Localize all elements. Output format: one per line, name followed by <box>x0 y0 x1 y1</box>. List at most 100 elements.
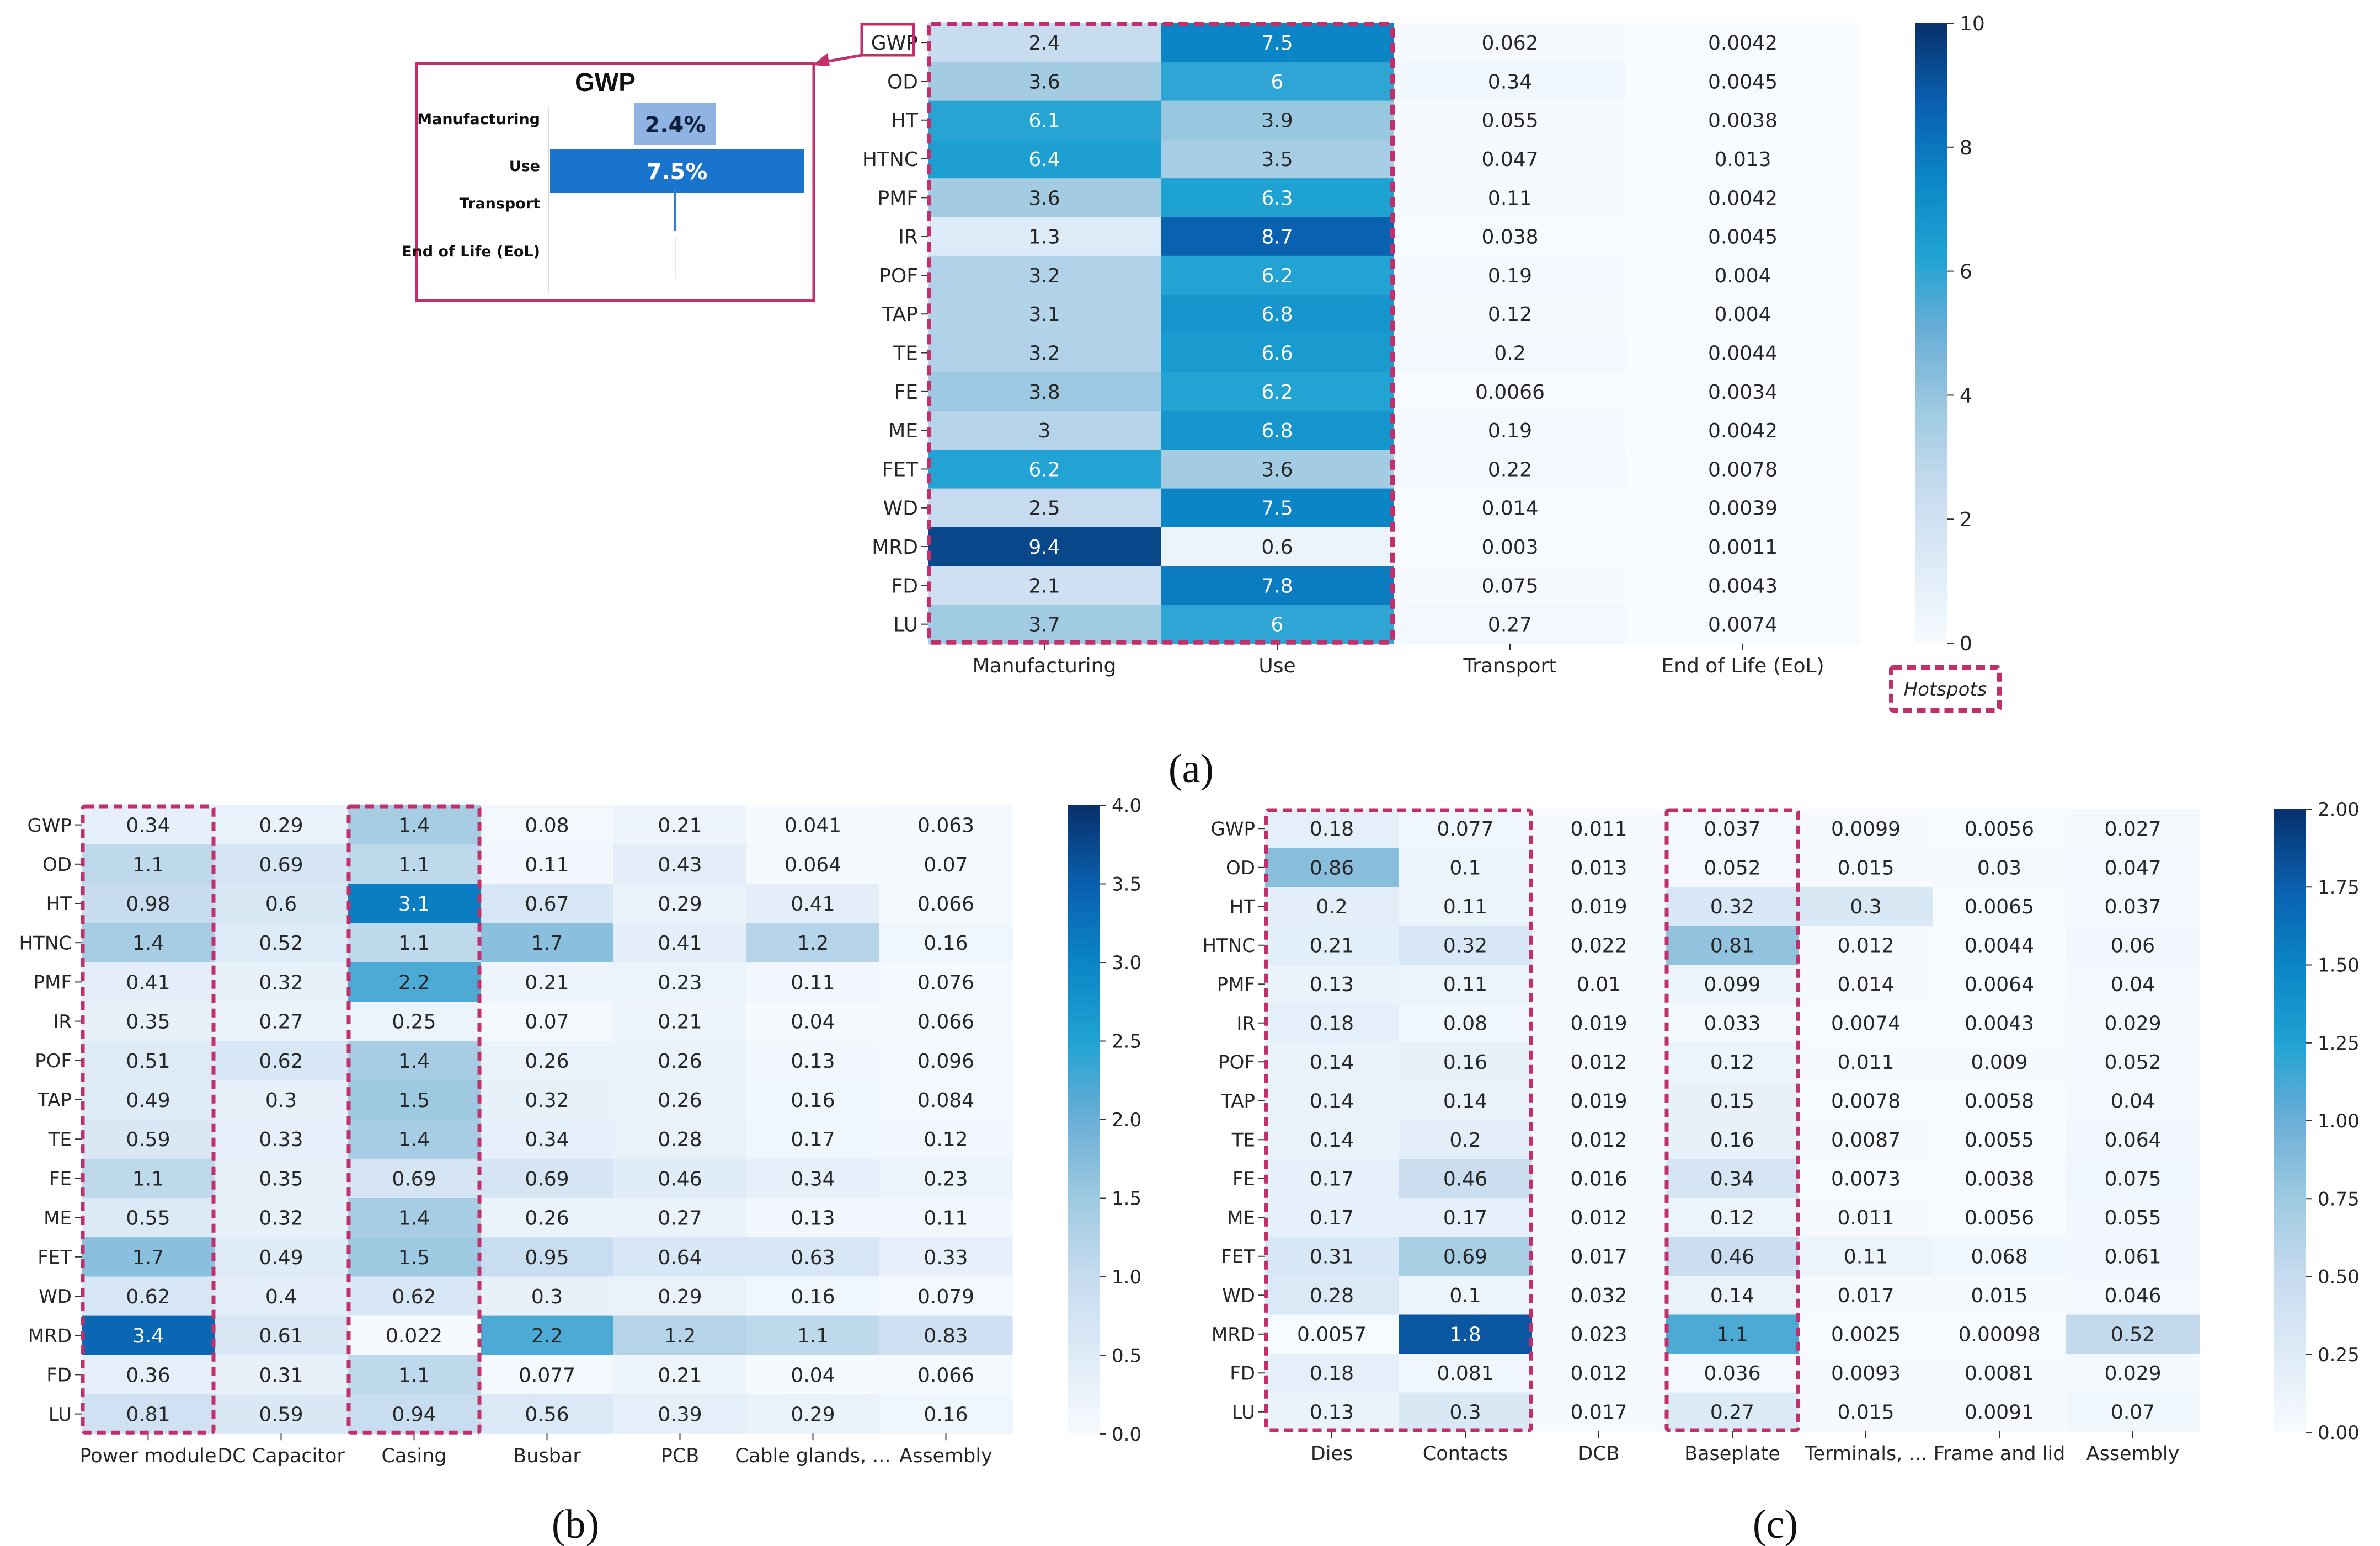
cell-value-label: 0.0093 <box>1831 1362 1901 1385</box>
colorbar-tick-label: 8 <box>1960 137 1972 159</box>
heatmap-cell <box>613 1315 747 1356</box>
cell-value-label: 0.038 <box>1481 226 1538 249</box>
cell-value-label: 0.26 <box>658 1050 702 1073</box>
heatmap-cell <box>928 100 1161 140</box>
cell-value-label: 1.1 <box>1716 1324 1748 1346</box>
cell-value-label: 0.075 <box>2104 1168 2161 1191</box>
cell-value-label: 0.27 <box>658 1207 702 1230</box>
colorbar-tick-label: 0 <box>1960 633 1972 655</box>
cell-value-label: 0.011 <box>1837 1207 1894 1229</box>
heatmap-cell <box>1265 1120 1399 1160</box>
heatmap-cell <box>215 1002 348 1041</box>
heatmap-cell <box>1532 926 1666 965</box>
row-label: TAP <box>1220 1090 1255 1112</box>
heatmap-cell <box>215 923 348 963</box>
row-label: FET <box>38 1247 72 1269</box>
heatmap-cell <box>1626 100 1860 140</box>
colorbar-tick-label: 1.75 <box>2318 876 2360 898</box>
heatmap-cell <box>215 1237 348 1277</box>
column-label: End of Life (EoL) <box>1661 655 1824 677</box>
cell-value-label: 3.1 <box>398 893 430 916</box>
row-label: POF <box>1218 1051 1255 1073</box>
cell-value-label: 0.55 <box>126 1207 170 1230</box>
cell-value-label: 1.8 <box>1449 1324 1481 1346</box>
cell-value-label: 6 <box>1271 614 1284 636</box>
heatmap-cell <box>1265 1314 1399 1354</box>
heatmap-cell <box>1399 1314 1533 1354</box>
cell-value-label: 0.18 <box>1310 1362 1354 1385</box>
row-label: MRD <box>28 1325 72 1347</box>
heatmap-cell <box>82 1080 215 1120</box>
heatmap-cell <box>928 217 1161 256</box>
heatmap-cell <box>215 1158 348 1199</box>
heatmap-cell <box>1265 887 1399 927</box>
heatmap-cell <box>1532 809 1666 849</box>
cell-value-label: 0.08 <box>525 815 569 837</box>
cell-value-label: 0.037 <box>1704 818 1760 841</box>
cell-value-label: 0.01 <box>1577 973 1621 996</box>
heatmap-cell <box>1399 1198 1533 1238</box>
heatmap-cell <box>1399 809 1533 849</box>
row-label: POF <box>35 1050 72 1072</box>
cell-value-label: 0.25 <box>392 1011 436 1034</box>
heatmap-cell <box>879 1002 1013 1041</box>
column-label: Contacts <box>1423 1443 1508 1465</box>
cell-value-label: 0.41 <box>658 932 702 955</box>
cell-value-label: 0.46 <box>1710 1246 1754 1269</box>
column-label: PCB <box>661 1445 700 1467</box>
cell-value-label: 0.62 <box>392 1286 436 1308</box>
heatmap-cell <box>1265 1198 1399 1238</box>
cell-value-label: 0.017 <box>1570 1401 1627 1424</box>
cell-value-label: 6.2 <box>1261 381 1293 404</box>
heatmap-cell <box>879 1237 1013 1277</box>
cell-value-label: 0.015 <box>1837 857 1894 880</box>
cell-value-label: 0.0045 <box>1708 71 1778 93</box>
heatmap-cell <box>1933 1276 2067 1315</box>
row-label: FET <box>882 458 919 481</box>
cell-value-label: 0.013 <box>1570 857 1627 880</box>
cell-value-label: 0.16 <box>791 1089 835 1112</box>
cell-value-label: 0.0066 <box>1475 381 1545 404</box>
heatmap-cell <box>481 1041 614 1080</box>
heatmap-cell <box>613 1041 747 1080</box>
heatmap-cell <box>928 411 1161 450</box>
heatmap-cell <box>1666 887 1800 927</box>
cell-value-label: 0.0038 <box>1965 1168 2034 1191</box>
cell-value-label: 0.052 <box>1704 857 1760 880</box>
heatmap-cell <box>1394 62 1627 101</box>
column-label: Busbar <box>513 1445 581 1467</box>
column-label: DC Capacitor <box>217 1445 345 1467</box>
heatmap-cell <box>1399 887 1533 927</box>
column-label: Power module <box>79 1445 216 1467</box>
heatmap-cell <box>879 805 1013 845</box>
column-label: Assembly <box>2086 1443 2180 1465</box>
heatmap-cell <box>1933 1003 2067 1043</box>
cell-value-label: 0.0074 <box>1708 614 1778 636</box>
heatmap-cell <box>1666 1042 1800 1082</box>
cell-value-label: 0.0064 <box>1965 973 2034 996</box>
cell-value-label: 0.012 <box>1570 1129 1627 1152</box>
heatmap-cell <box>2066 887 2200 927</box>
cell-value-label: 0.11 <box>1443 896 1487 918</box>
hotspot-box <box>1264 808 1533 1432</box>
cell-value-label: 0.07 <box>924 854 968 876</box>
heatmap-cell <box>1532 1081 1666 1121</box>
heatmap-cell <box>1532 1003 1666 1043</box>
row-label: GWP <box>1211 818 1255 840</box>
row-label: FE <box>49 1168 72 1190</box>
cell-value-label: 0.012 <box>1570 1051 1627 1074</box>
heatmap-cell <box>1161 23 1394 62</box>
cell-value-label: 1.4 <box>398 815 430 837</box>
heatmap-cell <box>1666 1159 1800 1199</box>
cell-value-label: 6.2 <box>1028 458 1060 481</box>
colorbar-tick-label: 1.5 <box>1112 1188 1141 1210</box>
heatmap-cell <box>746 1080 880 1120</box>
cell-value-label: 1.2 <box>797 932 829 955</box>
cell-value-label: 0.015 <box>1971 1285 2027 1307</box>
heatmap-cell <box>1394 333 1627 373</box>
cell-value-label: 0.04 <box>791 1364 835 1387</box>
cell-value-label: 6.6 <box>1261 343 1293 365</box>
colorbar-tick-label: 2 <box>1960 509 1972 531</box>
heatmap-cell <box>1394 488 1627 528</box>
cell-value-label: 1.1 <box>398 932 430 955</box>
